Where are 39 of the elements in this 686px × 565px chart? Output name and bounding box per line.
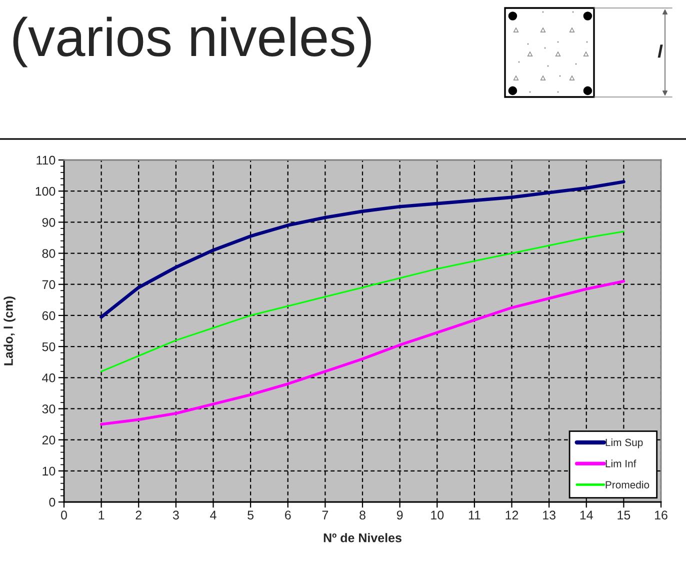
x-tick-label: 8 [360, 510, 366, 520]
y-tick-label: 10 [42, 466, 56, 476]
y-tick-label: 70 [42, 280, 56, 290]
y-tick-label: 30 [42, 404, 56, 414]
legend-label: Promedio [606, 480, 650, 488]
x-tick-label: 0 [61, 510, 67, 520]
y-tick-label: 100 [36, 186, 56, 196]
y-tick-label: 90 [42, 218, 56, 227]
x-axis-title: Nº de Niveles [324, 533, 402, 542]
y-tick-label: 80 [42, 249, 56, 258]
x-tick-label: 16 [655, 510, 668, 520]
legend-label: Lim Inf [606, 460, 636, 468]
legend-label: Lim Sup [606, 438, 643, 448]
x-tick-label: 9 [396, 510, 403, 520]
y-tick-label: 40 [42, 373, 56, 382]
text: l [658, 44, 663, 58]
x-tick-label: 13 [543, 510, 556, 520]
x-tick-label: 10 [431, 510, 444, 520]
x-tick-label: 12 [506, 510, 518, 520]
chart-title: (varios niveles) [13, 16, 371, 68]
y-tick-label: 20 [42, 436, 56, 444]
line-series [100, 230, 624, 372]
y-tick-label: 110 [36, 156, 56, 165]
x-tick-label: 7 [322, 510, 328, 520]
x-tick-label: 5 [248, 510, 254, 520]
x-tick-label: 1 [98, 510, 104, 520]
x-tick-label: 14 [580, 510, 593, 520]
x-tick-label: 4 [210, 510, 216, 520]
y-axis-title: Lado, l (cm) [4, 296, 16, 366]
line-series [100, 280, 626, 426]
x-tick-label: 15 [618, 510, 630, 520]
x-tick-label: 11 [468, 510, 480, 520]
y-tick-label: 60 [42, 311, 56, 320]
x-tick-label: 2 [136, 510, 142, 520]
x-tick-label: 6 [285, 510, 291, 520]
y-tick-label: 50 [42, 342, 56, 352]
line-series [100, 180, 626, 319]
y-tick-label: 0 [49, 498, 56, 507]
x-tick-label: 3 [172, 510, 179, 520]
